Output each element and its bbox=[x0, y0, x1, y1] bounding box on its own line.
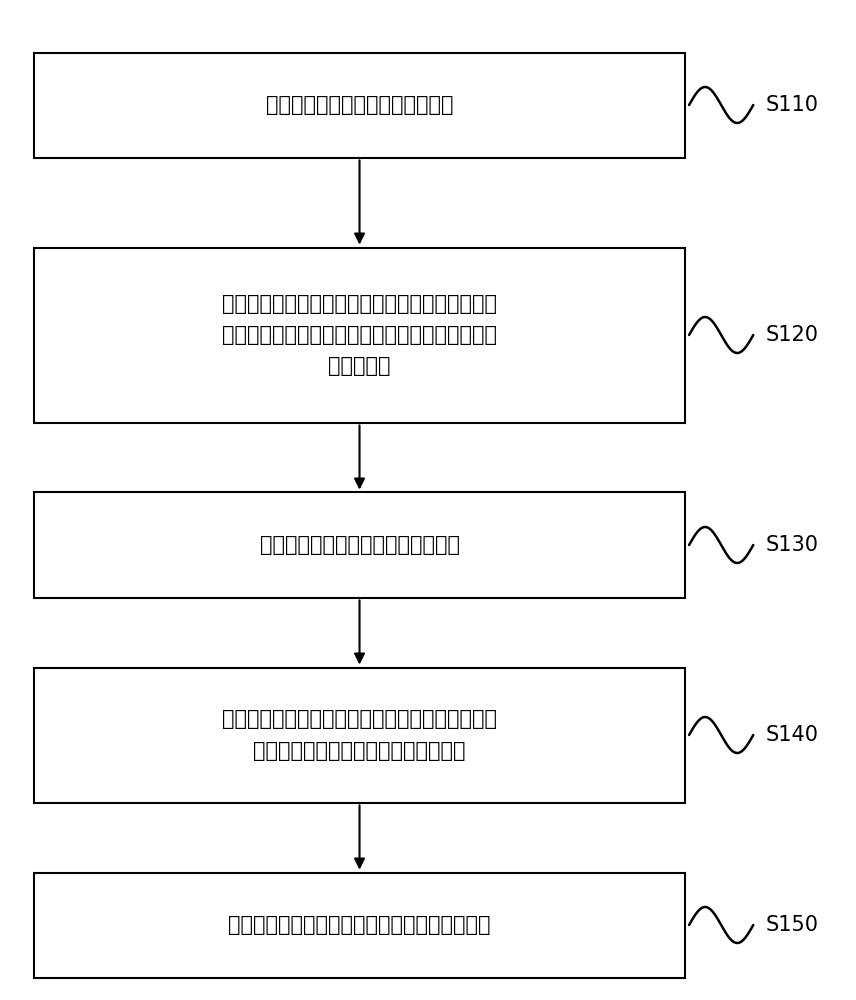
Bar bbox=[34, 492, 685, 597]
Text: S130: S130 bbox=[766, 535, 819, 555]
Text: S140: S140 bbox=[766, 725, 819, 745]
Text: S120: S120 bbox=[766, 325, 819, 345]
Bar bbox=[34, 247, 685, 422]
Text: 对树结构进行检查，若树结构满足预设条件，则得
到符合电路规则的电路拓扑和器件参数: 对树结构进行检查，若树结构满足预设条件，则得 到符合电路规则的电路拓扑和器件参数 bbox=[222, 709, 497, 761]
Text: S150: S150 bbox=[766, 915, 819, 935]
Bar bbox=[34, 52, 685, 157]
Text: 对电路拓扑和器件参数进行演化，生成模拟电路: 对电路拓扑和器件参数进行演化，生成模拟电路 bbox=[229, 915, 490, 935]
Bar bbox=[34, 872, 685, 978]
Text: S110: S110 bbox=[766, 95, 819, 115]
Bar bbox=[34, 668, 685, 802]
Text: 设置树结构的最大高度和生长方向: 设置树结构的最大高度和生长方向 bbox=[265, 95, 454, 115]
Text: 从功能节点库中随机调用节点作为父节点；按照生
长方向从功能节点库和端口节点库中随机调用节点
作为子节点: 从功能节点库中随机调用节点作为父节点；按照生 长方向从功能节点库和端口节点库中随… bbox=[222, 294, 497, 376]
Text: 若子节点为终端节点，则生成树结构: 若子节点为终端节点，则生成树结构 bbox=[259, 535, 460, 555]
